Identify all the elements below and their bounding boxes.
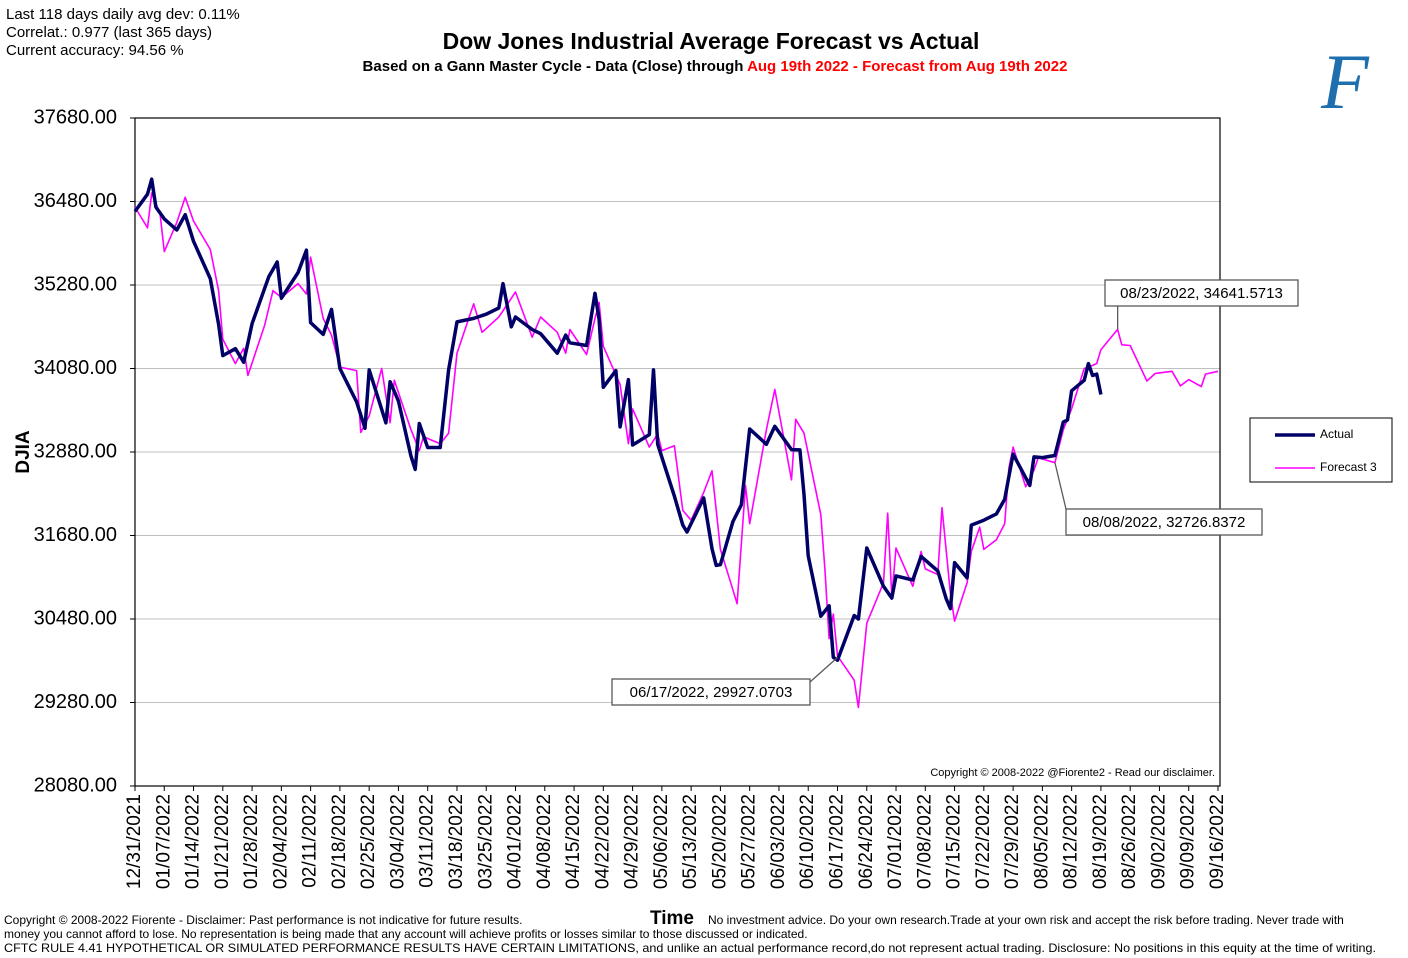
series-line	[133, 177, 1103, 662]
y-axis-label: DJIA	[13, 430, 34, 474]
x-tick-label: 02/25/2022	[358, 794, 379, 889]
footer-line: money you cannot afford to lose. No repr…	[4, 927, 808, 941]
x-tick-label: 09/16/2022	[1207, 794, 1228, 889]
plot-frame	[134, 117, 1221, 787]
x-tick-label: 04/01/2022	[505, 794, 526, 889]
y-tick-label: 35280.00	[34, 273, 117, 295]
x-axis-label: Time	[650, 908, 694, 929]
annotation-label: 08/23/2022, 34641.5713	[1120, 285, 1283, 302]
y-tick-label: 31680.00	[34, 524, 117, 546]
x-tick-label: 04/15/2022	[563, 794, 584, 889]
x-tick-label: 06/10/2022	[797, 794, 818, 889]
annotation-leader	[809, 656, 838, 683]
legend-label: Actual	[1320, 427, 1353, 441]
x-tick-label: 12/31/2021	[124, 794, 145, 889]
x-tick-label: 05/27/2022	[739, 794, 760, 889]
x-tick-label: 02/11/2022	[300, 794, 321, 888]
chart-subtitle: Based on a Gann Master Cycle - Data (Clo…	[363, 58, 1068, 75]
y-tick-label: 29280.00	[34, 691, 117, 713]
annotation-leader	[1054, 462, 1067, 510]
stat-line: Last 118 days daily avg dev: 0.11%	[6, 6, 240, 23]
y-tick-label: 28080.00	[34, 774, 117, 796]
annotation-box	[1104, 279, 1299, 307]
y-tick-label: 36480.00	[34, 190, 117, 212]
subtitle-part: Based on a Gann Master Cycle - Data (Clo…	[363, 58, 748, 75]
chart-title: Dow Jones Industrial Average Forecast vs…	[443, 28, 980, 54]
logo: F	[1320, 38, 1370, 125]
annotation-box	[611, 678, 811, 706]
x-tick-label: 08/26/2022	[1119, 794, 1140, 889]
x-tick-label: 01/07/2022	[153, 794, 174, 889]
x-tick-label: 08/12/2022	[1061, 794, 1082, 889]
y-tick-label: 30480.00	[34, 607, 117, 629]
x-tick-label: 02/18/2022	[329, 794, 350, 889]
stat-line: Current accuracy: 94.56 %	[6, 42, 184, 59]
x-tick-label: 01/14/2022	[183, 794, 204, 889]
stat-line: Correlat.: 0.977 (last 365 days)	[6, 24, 212, 41]
x-tick-label: 06/24/2022	[856, 794, 877, 889]
x-tick-label: 06/03/2022	[768, 794, 789, 889]
x-tick-label: 09/02/2022	[1148, 794, 1169, 889]
x-tick-label: 07/29/2022	[1002, 794, 1023, 889]
x-tick-label: 02/04/2022	[270, 794, 291, 889]
x-tick-label: 08/19/2022	[1090, 794, 1111, 889]
x-tick-label: 05/06/2022	[651, 794, 672, 889]
annotation-label: 08/08/2022, 32726.8372	[1083, 514, 1246, 531]
x-tick-label: 09/09/2022	[1178, 794, 1199, 889]
x-tick-label: 07/15/2022	[944, 794, 965, 889]
footer-line: Copyright © 2008-2022 Fiorente - Disclai…	[4, 913, 522, 927]
x-tick-label: 08/05/2022	[1031, 794, 1052, 889]
y-tick-label: 32880.00	[34, 440, 117, 462]
y-tick-label: 34080.00	[34, 357, 117, 379]
x-tick-label: 03/04/2022	[387, 794, 408, 889]
x-tick-label: 01/28/2022	[241, 794, 262, 889]
x-tick-label: 03/18/2022	[446, 794, 467, 889]
x-tick-label: 01/21/2022	[212, 794, 233, 889]
x-tick-label: 04/08/2022	[534, 794, 555, 889]
subtitle-part: Aug 19th 2022 - Forecast from Aug 19th 2…	[747, 58, 1067, 75]
x-tick-label: 04/29/2022	[622, 794, 643, 889]
plot-note: Copyright © 2008-2022 @Fiorente2 - Read …	[930, 767, 1215, 779]
series-line	[134, 192, 1219, 709]
x-tick-label: 06/17/2022	[827, 794, 848, 889]
footer-line: CFTC RULE 4.41 HYPOTHETICAL OR SIMULATED…	[4, 941, 1376, 955]
x-tick-label: 05/20/2022	[709, 794, 730, 889]
legend-box	[1249, 417, 1393, 483]
footer-line: No investment advice. Do your own resear…	[708, 913, 1344, 927]
x-tick-label: 03/11/2022	[417, 794, 438, 888]
annotation-box	[1065, 508, 1263, 536]
x-tick-label: 03/25/2022	[475, 794, 496, 889]
annotation-label: 06/17/2022, 29927.0703	[630, 684, 793, 701]
x-tick-label: 04/22/2022	[592, 794, 613, 889]
y-tick-label: 37680.00	[34, 106, 117, 128]
x-tick-label: 07/22/2022	[973, 794, 994, 889]
x-tick-label: 07/08/2022	[914, 794, 935, 889]
x-tick-label: 07/01/2022	[885, 794, 906, 889]
legend-label: Forecast 3	[1320, 460, 1377, 474]
x-tick-label: 05/13/2022	[680, 794, 701, 889]
